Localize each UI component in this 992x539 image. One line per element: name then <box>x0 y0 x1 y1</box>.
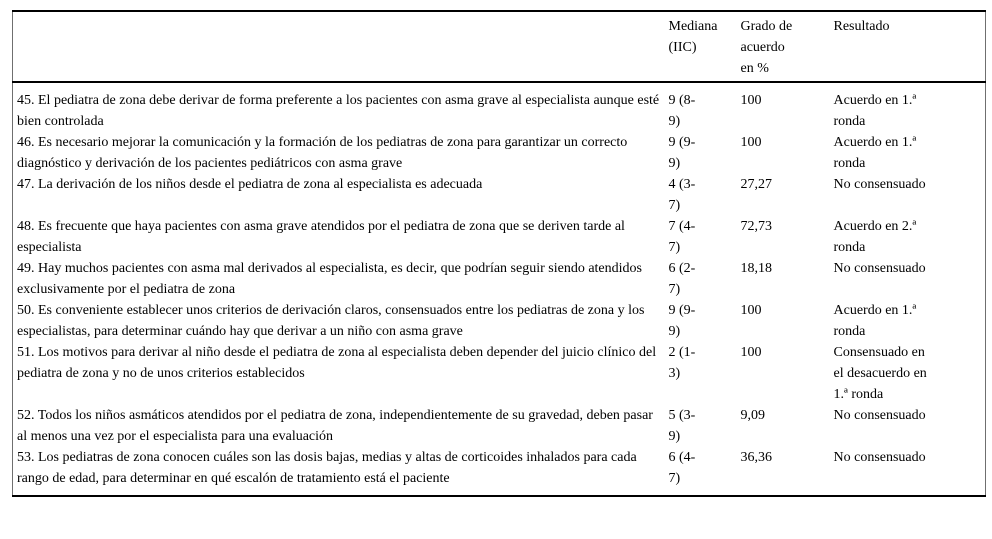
grado-cell: 100 <box>740 345 762 360</box>
table-row: 48. Es frecuente que haya pacientes con … <box>13 216 986 258</box>
mediana-cell: 7 (4- 7) <box>668 219 696 255</box>
mediana-cell: 6 (2- 7) <box>668 261 696 297</box>
resultado-cell: Acuerdo en 1.ª ronda <box>833 135 917 171</box>
statement-cell: 50. Es conveniente establecer unos crite… <box>17 303 645 339</box>
header-statement <box>12 11 669 83</box>
mediana-cell: 9 (9- 9) <box>668 303 696 339</box>
grado-cell: 27,27 <box>740 177 773 192</box>
table-row: 51. Los motivos para derivar al niño des… <box>13 342 986 405</box>
header-mediana: Mediana (IIC) <box>668 11 741 83</box>
grado-cell: 36,36 <box>740 450 773 465</box>
header-grado-acuerdo: Grado de acuerdo en % <box>740 11 834 83</box>
mediana-cell: 5 (3- 9) <box>668 408 696 444</box>
statement-cell: 47. La derivación de los niños desde el … <box>17 177 483 192</box>
table-row: 46. Es necesario mejorar la comunicación… <box>13 132 986 174</box>
resultado-cell: Consensuado en el desacuerdo en 1.ª rond… <box>833 345 927 402</box>
header-resultado: Resultado <box>833 11 986 83</box>
mediana-cell: 6 (4- 7) <box>668 450 696 486</box>
table-header-row: Mediana (IIC) Grado de acuerdo en % Resu… <box>12 11 986 83</box>
resultado-cell: Acuerdo en 2.ª ronda <box>833 219 917 255</box>
table-row: 52. Todos los niños asmáticos atendidos … <box>13 405 986 447</box>
mediana-cell: 9 (9- 9) <box>668 135 696 171</box>
delphi-results-table: Mediana (IIC) Grado de acuerdo en % Resu… <box>12 10 986 497</box>
table-row: 45. El pediatra de zona debe derivar de … <box>13 82 986 132</box>
statement-cell: 53. Los pediatras de zona conocen cuáles… <box>17 450 637 486</box>
resultado-cell: No consensuado <box>833 450 926 465</box>
resultado-cell: No consensuado <box>833 261 926 276</box>
grado-cell: 100 <box>740 93 762 108</box>
resultado-cell: Acuerdo en 1.ª ronda <box>833 303 917 339</box>
statement-cell: 45. El pediatra de zona debe derivar de … <box>17 93 660 129</box>
grado-cell: 18,18 <box>740 261 773 276</box>
mediana-cell: 9 (8- 9) <box>668 93 696 129</box>
statement-cell: 51. Los motivos para derivar al niño des… <box>17 345 657 381</box>
table-row: 53. Los pediatras de zona conocen cuáles… <box>13 447 986 496</box>
grado-cell: 9,09 <box>740 408 766 423</box>
grado-cell: 100 <box>740 135 762 150</box>
grado-cell: 72,73 <box>740 219 773 234</box>
statement-cell: 52. Todos los niños asmáticos atendidos … <box>17 408 653 444</box>
mediana-cell: 2 (1- 3) <box>668 345 696 381</box>
table-row: 50. Es conveniente establecer unos crite… <box>13 300 986 342</box>
statement-cell: 49. Hay muchos pacientes con asma mal de… <box>17 261 642 297</box>
resultado-cell: No consensuado <box>833 177 926 192</box>
resultado-cell: Acuerdo en 1.ª ronda <box>833 93 917 129</box>
mediana-cell: 4 (3- 7) <box>668 177 696 213</box>
statement-cell: 46. Es necesario mejorar la comunicación… <box>17 135 628 171</box>
grado-cell: 100 <box>740 303 762 318</box>
table-row: 47. La derivación de los niños desde el … <box>13 174 986 216</box>
table-row: 49. Hay muchos pacientes con asma mal de… <box>13 258 986 300</box>
delphi-results-table-container: Mediana (IIC) Grado de acuerdo en % Resu… <box>12 10 986 497</box>
statement-cell: 48. Es frecuente que haya pacientes con … <box>17 219 625 255</box>
resultado-cell: No consensuado <box>833 408 926 423</box>
